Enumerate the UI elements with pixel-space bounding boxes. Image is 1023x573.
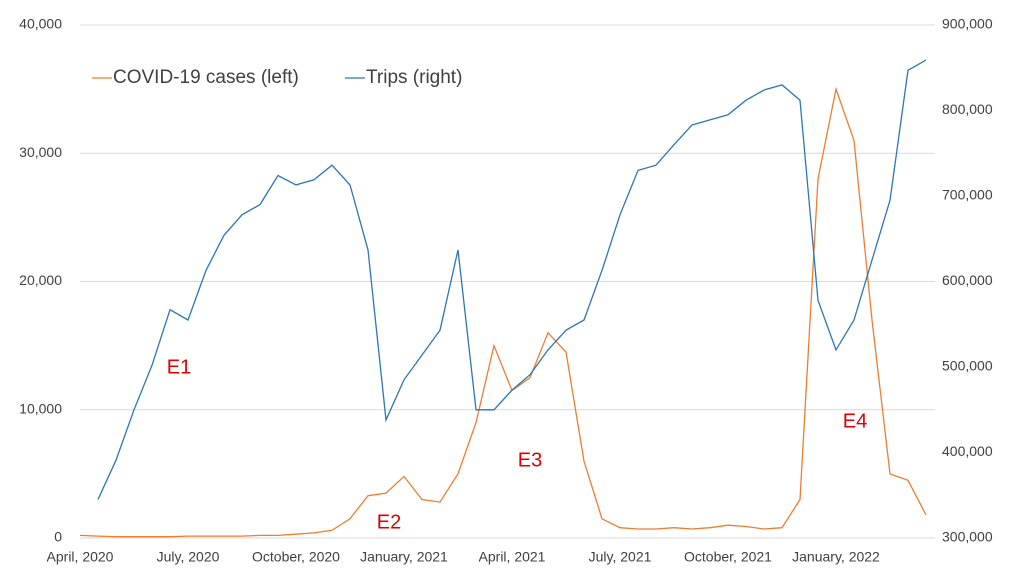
x-tick-label: October, 2021	[684, 549, 772, 565]
y2-tick-label: 500,000	[942, 358, 993, 374]
legend-label: COVID-19 cases (left)	[113, 67, 299, 88]
series-line	[79, 86, 927, 538]
y-tick-label: 10,000	[19, 400, 62, 416]
y2-tick-label: 300,000	[942, 529, 993, 545]
y2-tick-label: 400,000	[942, 443, 993, 459]
annotation: E4	[843, 410, 867, 432]
series-line	[97, 59, 927, 500]
y-tick-label: 20,000	[19, 272, 62, 288]
x-tick-label: January, 2021	[360, 549, 448, 565]
y-tick-label: 30,000	[19, 144, 62, 160]
x-tick-label: October, 2020	[252, 549, 340, 565]
y-tick-label: 0	[54, 529, 62, 545]
x-tick-label: April, 2021	[479, 549, 546, 565]
annotation: E2	[377, 511, 401, 533]
x-tick-label: July, 2021	[589, 549, 652, 565]
x-tick-label: July, 2020	[157, 549, 220, 565]
annotation: E1	[167, 356, 191, 378]
y-tick-label: 40,000	[19, 16, 62, 32]
y2-tick-label: 700,000	[942, 187, 993, 203]
x-tick-label: April, 2020	[47, 549, 114, 565]
x-tick-label: January, 2022	[792, 549, 880, 565]
y2-tick-label: 900,000	[942, 16, 993, 32]
annotation: E3	[518, 449, 542, 471]
y2-tick-label: 600,000	[942, 272, 993, 288]
legend-label: Trips (right)	[366, 67, 462, 88]
y2-tick-label: 800,000	[942, 101, 993, 117]
